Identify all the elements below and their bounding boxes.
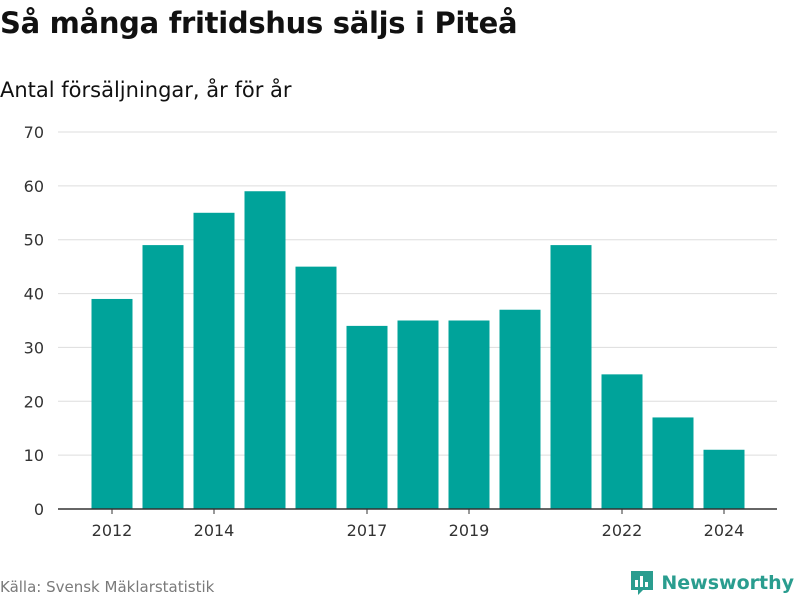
x-tick-label: 2022 [602,521,643,540]
axes: 0 10 20 30 40 50 60 70 2012 2014 2017 2019 2022 2024 [24,123,777,540]
x-tick-label: 2012 [92,521,133,540]
brand: Newsworthy [629,569,794,597]
x-tick-label: 2024 [704,521,745,540]
bar-2012 [91,298,133,509]
x-tick-label: 2019 [449,521,490,540]
chart-title: Så många fritidshus säljs i Piteå [0,6,518,40]
bar-2021 [550,245,592,509]
y-tick-label: 50 [24,231,44,250]
bar-2018 [397,320,439,509]
y-tick-label: 30 [24,338,44,357]
bar-chart-logo-icon [631,571,654,595]
x-tick-label: 2017 [347,521,388,540]
x-tick-label: 2014 [194,521,235,540]
source-note: Källa: Svensk Mäklarstatistik [0,578,215,596]
y-tick-label: 70 [24,123,44,142]
y-tick-label: 20 [24,392,44,411]
bar-2020 [499,309,541,509]
bar-2024 [703,449,745,509]
bar-2023 [652,417,694,509]
bar-2013 [142,245,184,509]
chart-subtitle: Antal försäljningar, år för år [0,78,292,102]
y-tick-label: 10 [24,446,44,465]
y-tick-label: 0 [34,500,44,519]
bar-2019 [448,320,490,509]
bars [91,191,745,510]
bar-2014 [193,212,235,510]
y-tick-label: 60 [24,177,44,196]
bar-2015 [244,191,286,509]
bar-2016 [295,266,337,509]
bar-chart: 0 10 20 30 40 50 60 70 2012 2014 2017 2019 2022 2024 [24,123,777,540]
brand-name: Newsworthy [661,572,794,594]
bar-2022 [601,374,643,509]
bar-2017 [346,325,388,509]
y-tick-label: 40 [24,285,44,304]
